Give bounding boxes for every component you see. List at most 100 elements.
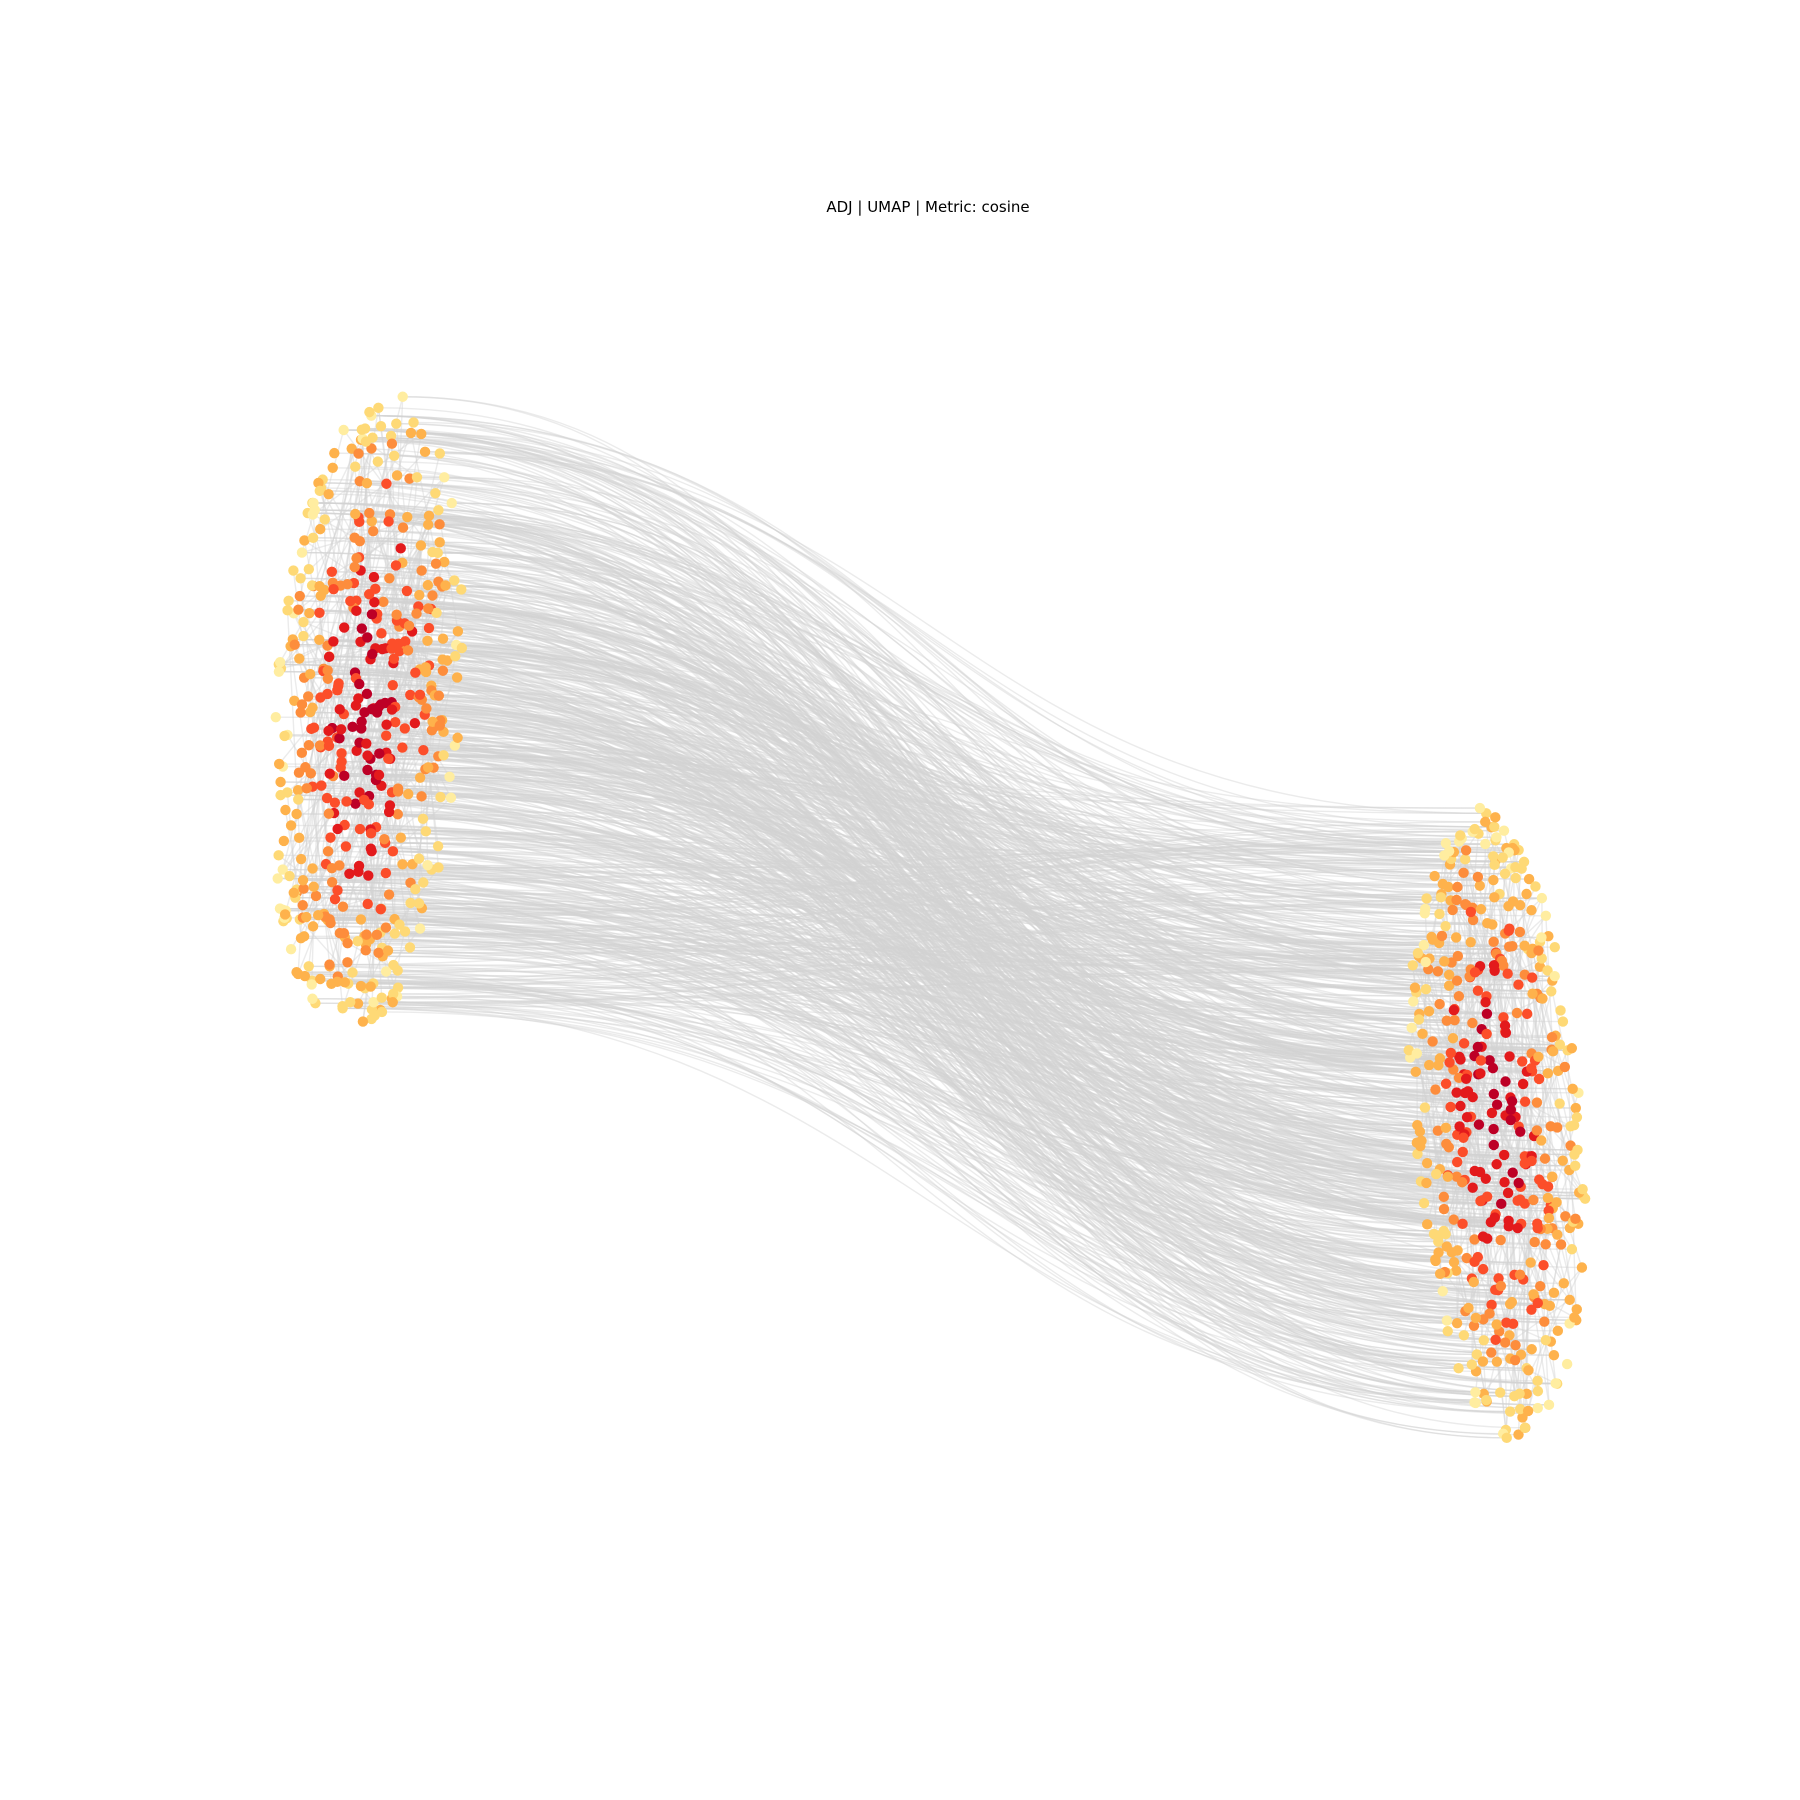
- edge: [366, 514, 391, 770]
- edge: [279, 907, 1570, 1301]
- edge: [357, 513, 370, 699]
- edge: [318, 883, 1443, 916]
- edge: [300, 829, 1505, 939]
- node-point: [1456, 1177, 1468, 1188]
- edge: [329, 772, 1482, 1048]
- edge: [419, 902, 1425, 1204]
- node-point: [1481, 1008, 1493, 1019]
- node-point: [279, 909, 291, 920]
- node-point: [1477, 1263, 1489, 1275]
- edge: [425, 768, 1515, 1397]
- edge: [339, 737, 1496, 862]
- edge: [443, 754, 1509, 854]
- edge: [328, 812, 1509, 854]
- edge: [377, 613, 1522, 1225]
- edge: [371, 613, 1453, 1039]
- edge: [289, 875, 1555, 977]
- node-point: [1490, 1334, 1501, 1346]
- edge: [428, 524, 1476, 1319]
- edge: [300, 577, 1545, 1305]
- node-point: [1468, 1276, 1479, 1288]
- edge: [1482, 1186, 1522, 1237]
- edge: [309, 612, 1486, 823]
- node-point: [275, 789, 286, 801]
- edge: [328, 745, 1450, 852]
- node-point: [339, 770, 350, 782]
- edge: [342, 906, 1525, 1165]
- edge: [396, 423, 1509, 1228]
- node-point: [1419, 1102, 1431, 1113]
- edge: [359, 828, 396, 934]
- edge: [385, 702, 1458, 1136]
- node-point: [1567, 1083, 1578, 1095]
- edge: [337, 975, 1468, 1092]
- edge: [410, 432, 1539, 1058]
- edge: [442, 585, 1420, 1015]
- edge: [334, 452, 1429, 970]
- node-point: [418, 877, 429, 888]
- node-point: [404, 942, 416, 953]
- node-point: [1536, 892, 1548, 904]
- edge: [342, 904, 1467, 1009]
- edge: [355, 513, 1440, 1170]
- node-point: [1531, 1125, 1543, 1136]
- edge: [299, 595, 329, 671]
- node-point: [1540, 1239, 1551, 1250]
- node-point: [1443, 881, 1454, 893]
- edge: [319, 639, 1534, 1201]
- edge: [392, 791, 1458, 1324]
- edge: [419, 668, 1506, 935]
- node-point: [291, 966, 302, 978]
- edge: [371, 832, 1525, 863]
- edge: [364, 843, 1486, 989]
- edge: [392, 791, 1583, 1197]
- edge: [299, 657, 1421, 1147]
- node-point: [1566, 1244, 1578, 1255]
- edge: [355, 466, 1454, 1221]
- edge: [329, 655, 1500, 895]
- edge: [341, 760, 1509, 1228]
- edge: [365, 944, 1425, 1204]
- edge: [416, 612, 1498, 1106]
- edge: [1423, 945, 1476, 1240]
- edge: [280, 794, 1511, 1099]
- edge: [303, 621, 1464, 1076]
- edge: [1505, 975, 1556, 1034]
- node-point: [427, 546, 438, 558]
- edge: [439, 541, 1458, 957]
- edge: [324, 518, 1530, 1158]
- node-point: [1521, 888, 1532, 900]
- edge: [1414, 987, 1524, 1085]
- edge: [299, 595, 1428, 1164]
- edge: [329, 918, 1475, 1172]
- edge: [398, 986, 1474, 1283]
- edge: [404, 643, 1419, 1021]
- node-point: [353, 448, 364, 459]
- edge: [431, 689, 1506, 875]
- node-point: [1491, 1099, 1503, 1110]
- edge: [451, 502, 1411, 1059]
- node-point: [307, 993, 318, 1004]
- node-point: [456, 642, 468, 654]
- edge: [419, 694, 1570, 1301]
- edge: [360, 918, 1521, 1276]
- edge: [350, 969, 1479, 1003]
- node-point: [361, 929, 372, 940]
- node-point: [314, 740, 326, 751]
- edge: [338, 682, 1543, 1185]
- edge: [1519, 931, 1523, 1062]
- node-point: [273, 850, 284, 861]
- edge: [314, 509, 1556, 1385]
- node-point: [411, 608, 422, 619]
- node-point: [295, 573, 306, 584]
- edge: [397, 995, 1526, 1103]
- edge: [372, 436, 1575, 1126]
- node-point: [1515, 1126, 1526, 1137]
- edge: [300, 937, 1466, 1094]
- node-point: [352, 935, 363, 947]
- node-point: [415, 540, 427, 551]
- node-point: [1519, 1096, 1531, 1107]
- node-point: [1480, 1173, 1491, 1184]
- edge: [337, 689, 1511, 1121]
- edge: [277, 877, 1511, 1099]
